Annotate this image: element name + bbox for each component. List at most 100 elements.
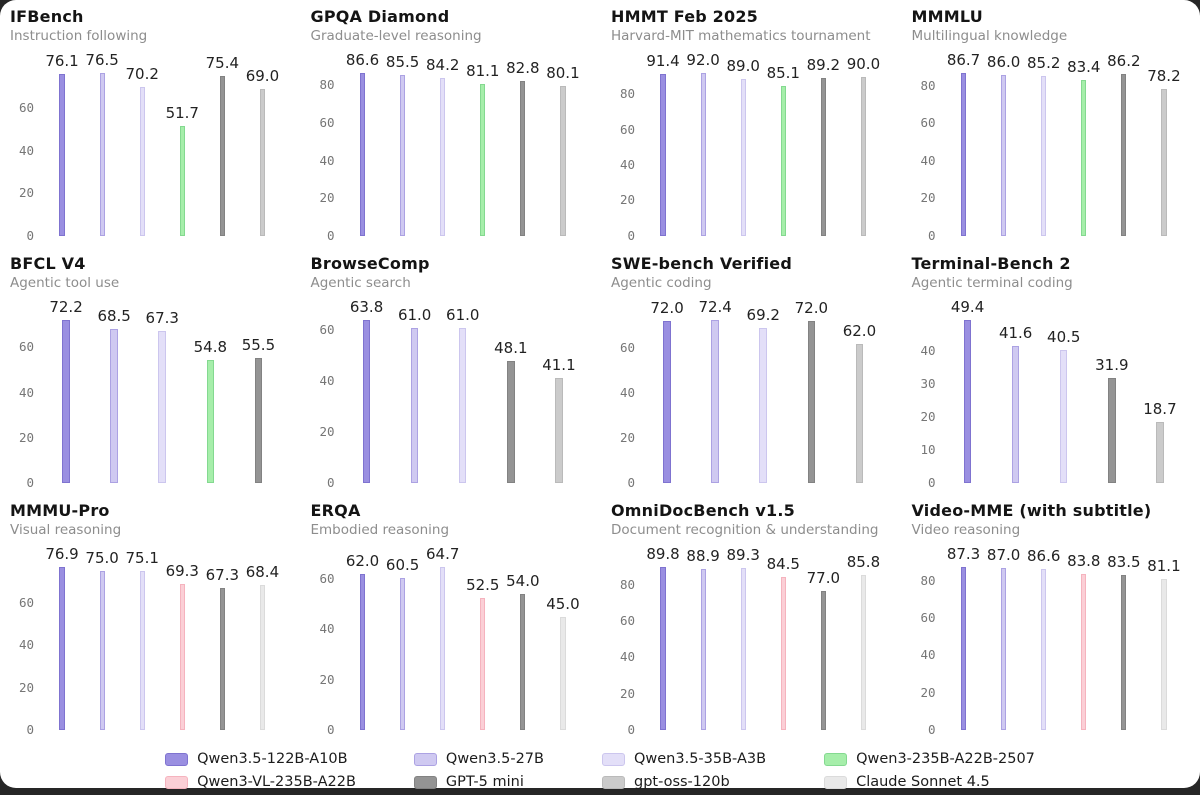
bar-slot: 72.4 — [691, 295, 739, 484]
bar-value-label: 85.2 — [1026, 54, 1061, 73]
bar-value-label: 67.3 — [205, 565, 240, 584]
bar-value-label: 68.4 — [245, 563, 280, 582]
y-tick-label: 40 — [18, 142, 34, 158]
chart-browsecomp: BrowseComp Agentic search 0 20 40 60 63.8 61.0 6… — [311, 251, 590, 494]
bar-gpt-5-mini: 48.1 — [494, 340, 528, 484]
bar-slot: 85.5 — [383, 48, 423, 237]
bar-value-label: 89.3 — [726, 546, 760, 565]
legend-label: Qwen3-235B-A22B-2507 — [856, 751, 1035, 767]
bar-value-label: 48.1 — [494, 338, 528, 357]
bar-gpt-oss-120b: 78.2 — [1147, 69, 1181, 237]
legend-label: Qwen3-VL-235B-A22B — [197, 774, 356, 790]
bar-slot: 31.9 — [1088, 295, 1136, 484]
bar-value-label: 60.5 — [385, 555, 420, 574]
chart-title: MMMU-Pro — [10, 501, 110, 520]
chart-mmmu-pro: MMMU-Pro Visual reasoning 0 20 40 60 76.9 75.0 7… — [10, 498, 289, 741]
bar-claude-sonnet-4-5: 85.8 — [847, 554, 880, 731]
bar-slot: 63.8 — [343, 295, 391, 484]
y-tick-label: 40 — [319, 372, 335, 388]
bar-slot: 45.0 — [543, 542, 583, 731]
legend-label: gpt-oss-120b — [633, 774, 730, 790]
chart-subtitle: Visual reasoning — [10, 522, 122, 539]
y-tick-label: 20 — [18, 429, 34, 445]
chart-subtitle: Agentic coding — [611, 275, 712, 292]
bar-value-label: 62.0 — [345, 552, 380, 571]
y-tick-label: 20 — [619, 192, 635, 208]
bar-slot: 51.7 — [162, 48, 202, 237]
bar-slot: 69.0 — [242, 48, 282, 237]
bar-qwen3-5-27b: 68.5 — [97, 308, 131, 484]
y-axis-ticks: 0 20 40 60 — [10, 542, 36, 735]
bar-value-label: 70.2 — [125, 64, 159, 83]
legend-swatch — [165, 752, 189, 766]
bar-slot: 83.4 — [1064, 48, 1104, 237]
bar-value-label: 87.0 — [986, 545, 1021, 564]
bar-qwen3-5-35b-a3b: 84.2 — [426, 57, 459, 237]
bar-value-label: 49.4 — [950, 298, 985, 317]
bar-slot: 86.6 — [343, 48, 383, 237]
bar-value-label: 54.0 — [506, 572, 540, 591]
bar-qwen3-5-122b-a10b: 76.9 — [45, 547, 79, 731]
bar-slot: 69.2 — [739, 295, 787, 484]
bar-claude-sonnet-4-5: 68.4 — [246, 565, 279, 731]
y-tick-label: 0 — [927, 721, 936, 737]
plot-area: 0 20 40 60 76.1 76.5 70.2 51.7 75.4 69.0 — [10, 48, 289, 242]
legend-label: Qwen3.5-35B-A3B — [633, 751, 767, 767]
chart-omnidocbench-v1-5: OmniDocBench v1.5 Document recognition & … — [611, 498, 890, 741]
bar-slot: 61.0 — [439, 295, 487, 484]
bar-value-label: 45.0 — [546, 595, 580, 614]
y-tick-label: 20 — [920, 190, 936, 206]
bar-value-label: 92.0 — [686, 51, 720, 70]
chart-ifbench: IFBench Instruction following 0 20 40 60 76.1 7… — [10, 4, 289, 247]
bar-slot: 67.3 — [138, 295, 186, 484]
bars: 86.7 86.0 85.2 83.4 86.2 78.2 — [944, 48, 1185, 237]
y-axis-ticks: 0 20 40 60 80 — [912, 48, 938, 241]
bars: 62.0 60.5 64.7 52.5 54.0 45.0 — [343, 542, 584, 731]
bar-qwen3-5-27b: 76.5 — [85, 53, 119, 237]
bar-slot: 64.7 — [423, 542, 463, 731]
bar-slot: 85.2 — [1024, 48, 1064, 237]
legend-item-qwen3-235b-a22b-2507: Qwen3-235B-A22B-2507 — [824, 751, 1035, 767]
bar-value-label: 86.6 — [1026, 546, 1061, 565]
y-tick-label: 60 — [319, 114, 335, 130]
bar-value-label: 83.4 — [1067, 57, 1101, 76]
bars: 72.0 72.4 69.2 72.0 62.0 — [643, 295, 884, 484]
bar-qwen3-5-27b: 75.0 — [85, 551, 119, 731]
bar-gpt-oss-120b: 69.0 — [246, 69, 279, 237]
y-tick-label: 0 — [26, 721, 34, 737]
bar-gpt-5-mini: 86.2 — [1107, 54, 1141, 237]
y-axis-ticks: 0 20 40 60 80 — [611, 542, 637, 735]
bars: 49.4 41.6 40.5 31.9 18.7 — [944, 295, 1185, 484]
y-tick-label: 40 — [18, 637, 34, 653]
y-tick-label: 60 — [920, 115, 936, 131]
plot-area: 0 20 40 60 80 91.4 92.0 89.0 85.1 89.2 90.0 — [611, 48, 890, 242]
y-tick-label: 60 — [18, 594, 34, 610]
chart-subtitle: Graduate-level reasoning — [310, 28, 482, 45]
bar-claude-sonnet-4-5: 81.1 — [1147, 558, 1181, 731]
bar-slot: 84.5 — [763, 542, 803, 731]
legend-item-gpt-5-mini: GPT-5 mini — [413, 774, 544, 790]
bar-value-label: 72.0 — [650, 299, 684, 318]
bar-value-label: 82.8 — [506, 58, 540, 77]
legend: Qwen3.5-122B-A10B Qwen3.5-27B Qwen3.5-35B-… — [10, 751, 1190, 790]
bar-qwen3-5-27b: 88.9 — [686, 549, 720, 731]
bar-gpt-5-mini: 72.0 — [795, 301, 828, 484]
bar-gpt-5-mini: 31.9 — [1095, 358, 1129, 484]
chart-title: GPQA Diamond — [310, 7, 450, 26]
bar-value-label: 72.4 — [698, 298, 732, 317]
plot-area: 0 20 40 60 76.9 75.0 75.1 69.3 67.3 68.4 — [10, 542, 289, 736]
y-tick-label: 60 — [18, 100, 34, 116]
bar-gpt-5-mini: 67.3 — [206, 567, 239, 731]
chart-title: BrowseComp — [310, 254, 430, 273]
bar-gpt-oss-120b: 41.1 — [542, 358, 576, 484]
bar-value-label: 69.3 — [165, 561, 199, 580]
y-tick-label: 80 — [920, 77, 936, 93]
bar-value-label: 86.7 — [946, 51, 981, 70]
chart-swe-bench-verified: SWE-bench Verified Agentic coding 0 20 40 60 7… — [611, 251, 890, 494]
y-tick-label: 80 — [619, 576, 635, 592]
legend-swatch — [165, 775, 189, 789]
bar-qwen3-5-35b-a3b: 67.3 — [146, 311, 179, 484]
bar-gpt-oss-120b: 80.1 — [546, 65, 580, 237]
legend-swatch — [824, 775, 848, 789]
chart-title: Video-MME (with subtitle) — [911, 501, 1152, 520]
